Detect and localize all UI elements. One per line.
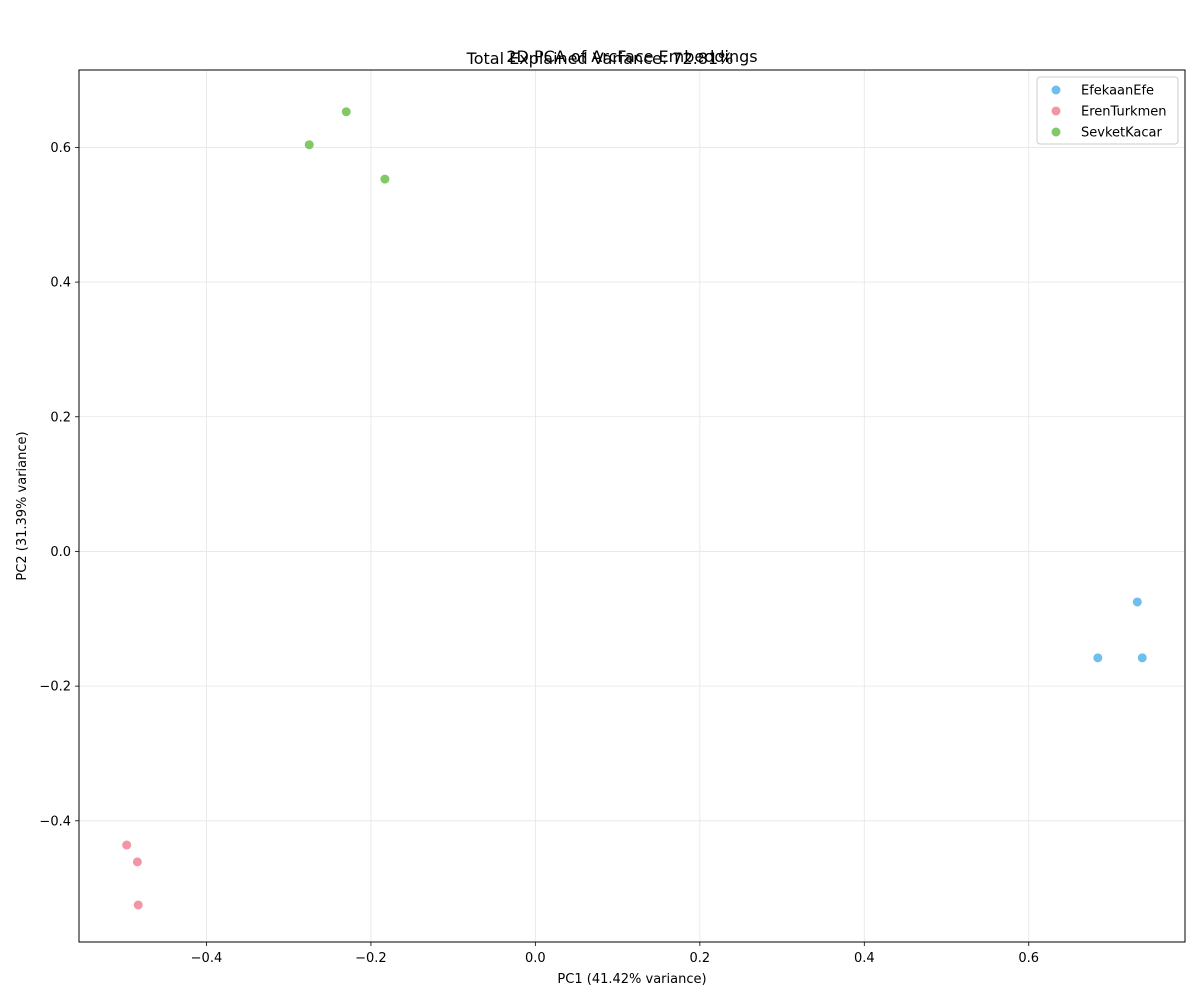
point-erenturkmen: [133, 900, 143, 910]
grid: [79, 70, 1185, 942]
x-tick-label: 0.4: [854, 951, 875, 966]
point-sevketkacar: [341, 107, 351, 117]
point-sevketkacar: [304, 140, 314, 150]
legend-box: [1036, 76, 1179, 145]
x-tick-label: 0.2: [689, 951, 710, 966]
point-efekaanefe: [1137, 653, 1147, 663]
point-erenturkmen: [122, 840, 132, 850]
x-tick-label: −0.4: [191, 951, 223, 966]
legend-label-sevketkacar: SevketKacar: [1081, 126, 1162, 141]
x-tick-label: 0.6: [1018, 951, 1039, 966]
point-erenturkmen: [132, 857, 142, 867]
y-tick-label: 0.2: [50, 410, 71, 425]
chart-title: 2D PCA of ArcFace Embeddings: [506, 47, 757, 66]
legend: EfekaanEfe ErenTurkmen SevketKacar: [1036, 76, 1179, 145]
legend-marker-sevketkacar: [1051, 127, 1061, 137]
legend-marker-efekaanefe: [1051, 85, 1061, 95]
y-axis-label: PC2 (31.39% variance): [15, 431, 30, 580]
point-efekaanefe: [1093, 653, 1103, 663]
legend-marker-erenturkmen: [1051, 106, 1061, 116]
data-points: [122, 107, 1147, 910]
x-tick-label: 0.0: [525, 951, 546, 966]
x-axis-label: PC1 (41.42% variance): [557, 972, 706, 987]
y-tick-label: −0.2: [39, 680, 71, 695]
point-efekaanefe: [1132, 597, 1142, 607]
chart-subtitle: Total Explained Variance: 72.81%: [466, 49, 734, 68]
axis-ticks: −0.4 −0.2 0.0 0.2 0.4 0.6 −0.4 −0.2 0.0 0.2 0.4 0.6: [39, 141, 1039, 966]
y-tick-label: −0.4: [39, 814, 71, 829]
point-sevketkacar: [380, 174, 390, 184]
y-tick-label: 0.0: [50, 545, 71, 560]
x-tick-label: −0.2: [355, 951, 387, 966]
plot-frame: [78, 69, 1186, 943]
y-tick-label: 0.6: [50, 141, 71, 156]
y-tick-label: 0.4: [50, 276, 71, 291]
legend-label-erenturkmen: ErenTurkmen: [1081, 105, 1167, 120]
legend-label-efekaanefe: EfekaanEfe: [1081, 84, 1154, 99]
